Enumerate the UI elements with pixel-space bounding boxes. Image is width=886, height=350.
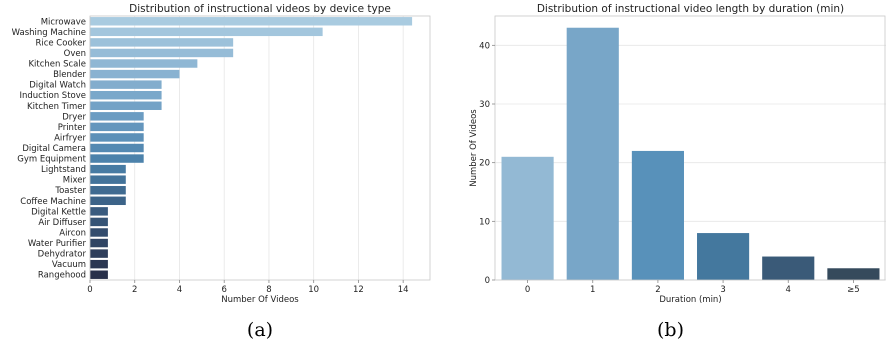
y-tick-label: 10: [479, 217, 490, 227]
bar-lightstand: [90, 164, 126, 174]
x-tick-labels: 0 2 4 6 8 10 12 14: [87, 280, 409, 295]
x-tick-label: 4: [177, 285, 182, 295]
y-tick-label: Digital Watch: [29, 81, 86, 91]
y-tick-label: Dehydrator: [38, 250, 87, 260]
bar-duration-4: [762, 256, 815, 280]
bar-gym-equipment: [90, 154, 144, 163]
bar-kitchen-timer: [90, 101, 162, 110]
bar-coffee-machine: [90, 196, 126, 206]
x-axis-label: Duration (min): [659, 295, 721, 305]
y-tick-label: Kitchen Timer: [27, 102, 86, 112]
x-tick-label: 12: [353, 285, 364, 295]
x-tick-labels: 0 1 2 3 4 ≥5: [525, 280, 860, 295]
bar-air-diffuser: [90, 217, 108, 227]
y-tick-label: Airfryer: [54, 133, 86, 143]
y-tick-label: 0: [485, 276, 490, 286]
bar-dryer: [90, 112, 144, 121]
x-tick-label: 14: [398, 285, 409, 295]
y-tick-label: Microwave: [41, 17, 86, 27]
bar-blender: [90, 69, 180, 79]
y-tick-label: Mixer: [63, 176, 87, 186]
y-tick-label: Coffee Machine: [20, 197, 86, 207]
x-tick-label: 0: [525, 285, 530, 295]
bar-aircon: [90, 228, 108, 237]
x-tick-label: 2: [655, 285, 660, 295]
plot-frame: [89, 15, 431, 281]
y-tick-label: Lightstand: [41, 165, 86, 175]
y-tick-label: Gym Equipment: [17, 155, 86, 165]
figure-caption: (b): [657, 319, 684, 341]
y-tick-labels: 0 10 20 30 40: [479, 41, 495, 286]
x-tick-label: 10: [308, 285, 319, 295]
bar-duration-0: [501, 156, 554, 280]
y-tick-label: 40: [479, 41, 490, 51]
duration-chart: 0 10 20 30 40 0 1 2 3 4 ≥5 Distribution of instru…: [469, 3, 886, 341]
y-tick-label: Dryer: [62, 112, 86, 122]
y-tick-label: Rice Cooker: [35, 38, 86, 48]
bar-duration-2: [631, 150, 684, 280]
y-tick-label: Aircon: [59, 228, 86, 238]
y-tick-label: Printer: [58, 123, 87, 133]
bar-digital-camera: [90, 143, 144, 153]
bar-kitchen-scale: [90, 59, 198, 68]
bar-airfryer: [90, 133, 144, 142]
y-axis-label: Number Of Videos: [469, 109, 479, 187]
bar-duration-5: [827, 268, 880, 280]
y-tick-label: Washing Machine: [12, 28, 86, 38]
y-tick-label: Toaster: [54, 186, 86, 196]
bar-dehydrator: [90, 249, 108, 258]
y-tick-label: Digital Camera: [22, 144, 86, 154]
x-tick-label: 1: [590, 285, 595, 295]
figure-caption: (a): [247, 319, 273, 341]
y-tick-label: Kitchen Scale: [28, 60, 86, 70]
device-bars: [90, 17, 413, 279]
bar-water-purifier: [90, 238, 108, 248]
bar-rangehood: [90, 270, 108, 279]
y-tick-label: Rangehood: [38, 271, 86, 281]
bar-duration-3: [697, 233, 750, 280]
x-tick-label: 6: [221, 285, 226, 295]
x-tick-label: 0: [87, 285, 92, 295]
bar-microwave: [90, 17, 413, 26]
x-axis-label: Number Of Videos: [221, 295, 299, 305]
bar-rice-cooker: [90, 38, 234, 47]
x-tick-label: 8: [266, 285, 271, 295]
y-tick-label: Vacuum: [52, 260, 86, 270]
x-tick-label: ≥5: [847, 285, 860, 295]
bar-washing-machine: [90, 27, 323, 37]
x-tick-label: 4: [786, 285, 791, 295]
bar-digital-watch: [90, 80, 162, 89]
bar-duration-1: [566, 27, 619, 280]
bar-printer: [90, 122, 144, 132]
bar-digital-kettle: [90, 207, 108, 216]
chart-title: Distribution of instructional video leng…: [537, 3, 844, 15]
duration-bars: [501, 27, 880, 280]
y-tick-label: 20: [479, 159, 490, 169]
y-tick-label: Blender: [53, 70, 86, 80]
bar-toaster: [90, 186, 126, 195]
y-tick-label: Oven: [64, 49, 86, 59]
bar-vacuum: [90, 259, 108, 269]
y-tick-label: 30: [479, 100, 490, 110]
bar-mixer: [90, 175, 126, 184]
bar-oven: [90, 48, 234, 58]
y-tick-label: Digital Kettle: [31, 207, 86, 217]
bar-induction-stove: [90, 90, 162, 100]
plot-frame: [494, 15, 886, 281]
chart-title: Distribution of instructional videos by …: [129, 3, 391, 15]
y-tick-label: Induction Stove: [19, 91, 86, 101]
x-tick-label: 3: [720, 285, 725, 295]
y-tick-label: Air Diffuser: [38, 218, 86, 228]
y-tick-label: Water Purifier: [28, 239, 87, 249]
x-tick-label: 2: [132, 285, 137, 295]
